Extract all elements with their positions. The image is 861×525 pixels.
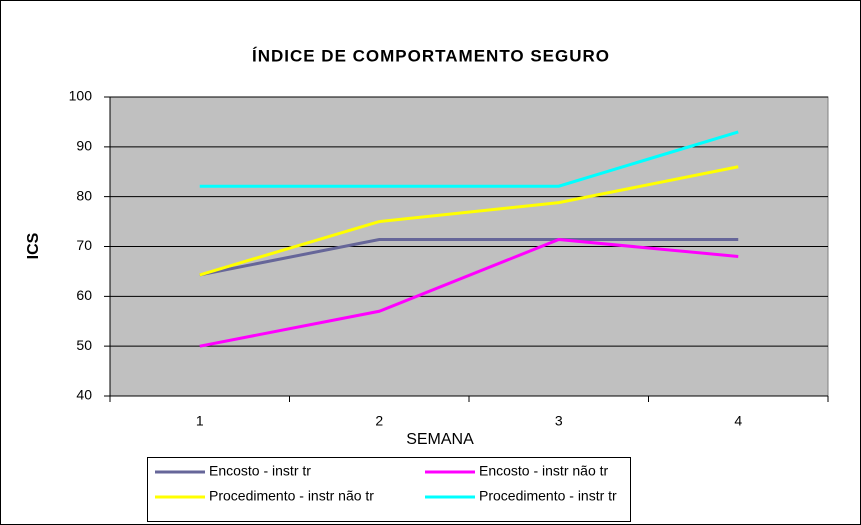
series-line [199,237,739,348]
y-tick-label: 100 [69,88,93,104]
x-tick-label: 4 [734,413,742,429]
y-tick-label: 90 [76,138,92,154]
chart-title: ÍNDICE DE COMPORTAMENTO SEGURO [252,46,610,65]
x-tick-label: 2 [375,413,383,429]
y-tick-label: 70 [76,237,92,253]
y-tick-label: 80 [76,187,92,203]
legend-label: Procedimento - instr não tr [209,488,374,504]
x-tick-label: 1 [196,413,204,429]
legend [147,457,631,522]
y-tick-label: 40 [76,387,92,403]
legend-label: Procedimento - instr tr [479,488,617,504]
legend-label: Encosto - instr não tr [479,463,609,479]
legend-label: Encosto - instr tr [209,463,311,479]
series-line [199,130,739,188]
y-tick-label: 50 [76,337,92,353]
x-axis-title: SEMANA [406,431,474,448]
y-axis-title: ICS [25,232,42,259]
y-tick-label: 60 [76,287,92,303]
x-tick-label: 3 [555,413,563,429]
series-line [199,165,739,277]
series-line [199,238,739,277]
